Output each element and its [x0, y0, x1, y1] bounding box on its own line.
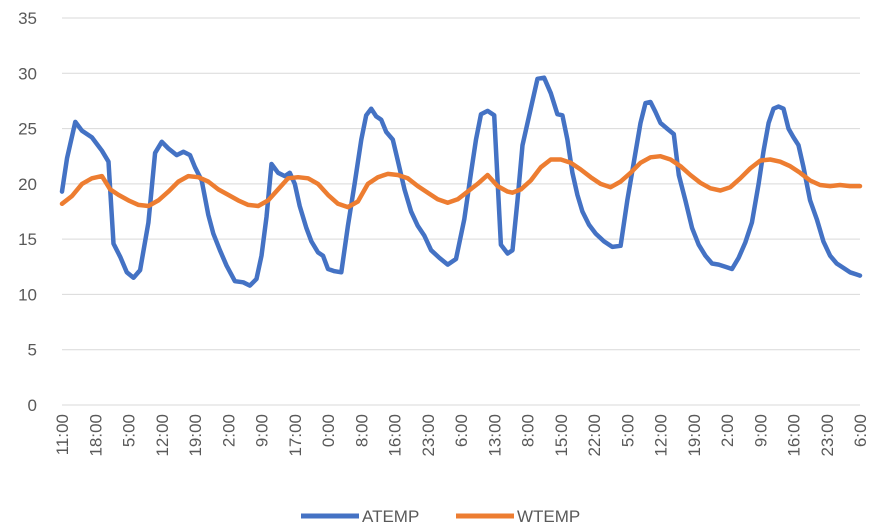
x-tick-label: 12:00 — [652, 414, 671, 457]
x-tick-label: 9:00 — [253, 414, 272, 447]
x-tick-label: 19:00 — [685, 414, 704, 457]
y-tick-label: 25 — [18, 120, 37, 139]
y-tick-label: 10 — [18, 285, 37, 304]
x-tick-label: 22:00 — [585, 414, 604, 457]
x-tick-label: 16:00 — [386, 414, 405, 457]
x-tick-label: 2:00 — [219, 414, 238, 447]
x-tick-label: 8:00 — [352, 414, 371, 447]
x-tick-label: 6:00 — [452, 414, 471, 447]
y-tick-label: 0 — [28, 396, 37, 415]
x-tick-label: 16:00 — [785, 414, 804, 457]
x-tick-label: 5:00 — [618, 414, 637, 447]
x-tick-label: 23:00 — [818, 414, 837, 457]
gridlines — [62, 17, 860, 406]
legend-label-atemp: ATEMP — [362, 507, 419, 526]
y-tick-label: 30 — [18, 64, 37, 83]
x-tick-label: 6:00 — [851, 414, 870, 447]
x-tick-label: 19:00 — [186, 414, 205, 457]
legend-label-wtemp: WTEMP — [517, 507, 580, 526]
x-tick-label: 18:00 — [86, 414, 105, 457]
x-tick-label: 0:00 — [319, 414, 338, 447]
x-tick-label: 9:00 — [751, 414, 770, 447]
legend: ATEMP WTEMP — [301, 507, 580, 526]
x-tick-label: 2:00 — [718, 414, 737, 447]
y-tick-label: 15 — [18, 230, 37, 249]
x-tick-label: 11:00 — [53, 414, 72, 455]
x-tick-label: 13:00 — [485, 414, 504, 457]
x-tick-label: 17:00 — [286, 414, 305, 457]
series-line-wtemp — [59, 153, 863, 210]
y-tick-label: 5 — [28, 341, 37, 360]
x-tick-label: 23:00 — [419, 414, 438, 457]
x-tick-label: 8:00 — [519, 414, 538, 447]
x-axis-tick-labels: 11:00 18:00 5:00 12:00 19:00 2:00 9:00 17:00 0:0… — [53, 414, 870, 457]
series-lines — [59, 75, 863, 288]
y-tick-label: 20 — [18, 175, 37, 194]
x-tick-label: 15:00 — [552, 414, 571, 457]
x-tick-label: 5:00 — [120, 414, 139, 447]
y-axis-tick-labels: 0 5 10 15 20 25 30 35 — [18, 9, 37, 415]
y-tick-label: 35 — [18, 9, 37, 28]
x-tick-label: 12:00 — [153, 414, 172, 457]
series-line-atemp — [59, 75, 863, 288]
